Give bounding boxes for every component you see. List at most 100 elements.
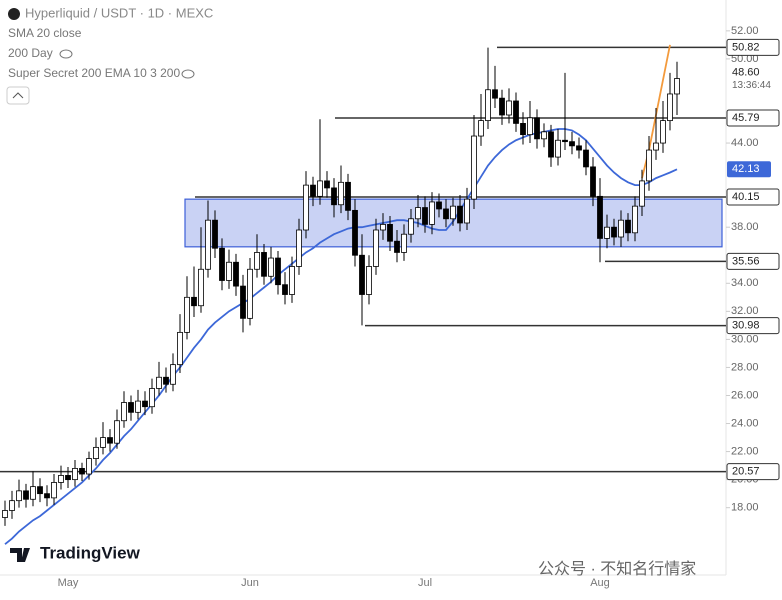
collapse-button[interactable] (6, 86, 30, 105)
x-tick-label: May (58, 577, 79, 589)
y-tick-label: 32.00 (731, 305, 759, 317)
visibility-icon[interactable] (59, 49, 73, 59)
candle-body (135, 400, 141, 413)
chart-title: Hyperliquid / USDT · 1D · MEXC (25, 5, 213, 20)
candle-body (625, 219, 631, 234)
candle-body (303, 184, 309, 231)
candle-body (457, 205, 463, 224)
candle-body (415, 207, 421, 220)
candle-body (275, 257, 281, 286)
level-badge (726, 463, 780, 481)
candle-body (219, 247, 225, 281)
candle-body (653, 142, 659, 151)
candle-body (205, 219, 211, 270)
candle-body (464, 198, 470, 224)
candle-body (548, 131, 554, 158)
candle-body (373, 229, 379, 267)
candle-body (450, 205, 456, 220)
candle-body (562, 139, 568, 143)
level-label: 20.57 (732, 466, 760, 478)
level-badge (726, 252, 780, 270)
y-tick-label: 52.00 (731, 25, 759, 37)
y-tick-label: 50.00 (731, 53, 759, 65)
candle-body (478, 120, 484, 137)
candle-body (674, 78, 680, 95)
candle-body (93, 446, 99, 459)
candle-body (310, 184, 316, 197)
candle-body (611, 226, 617, 238)
legend-entry[interactable]: 200 Day (8, 46, 53, 60)
candle-body (632, 205, 638, 234)
last-price: 48.60 (732, 66, 760, 78)
y-tick-label: 34.00 (731, 277, 759, 289)
level-label: 50.82 (732, 41, 760, 53)
level-label: 40.15 (732, 191, 760, 203)
candle-body (86, 458, 92, 475)
y-tick-label: 38.00 (731, 221, 759, 233)
candle-body (9, 500, 15, 511)
plot-area: 18.0020.0022.0024.0026.0028.0030.0032.00… (0, 25, 759, 589)
level-badge (726, 38, 780, 56)
candle-body (296, 229, 302, 267)
level-label: 45.79 (732, 112, 760, 124)
candle-body (30, 486, 36, 500)
visibility-icon[interactable] (181, 69, 195, 79)
candle-body (555, 139, 561, 158)
candle-body (485, 89, 491, 122)
candle-body (261, 252, 267, 277)
candle-body (121, 402, 127, 422)
candle-body (597, 195, 603, 239)
candle-body (128, 402, 134, 413)
candle-body (191, 296, 197, 307)
collapse-icon (12, 92, 24, 99)
brand-name: TradingView (40, 543, 141, 562)
candle-body (226, 261, 232, 281)
candle-body (184, 296, 190, 333)
candle-body (646, 149, 652, 182)
candle-body (268, 257, 274, 277)
countdown: 13:36:44 (732, 80, 771, 91)
candle-body (569, 141, 575, 147)
candle-body (282, 284, 288, 295)
y-tick-label: 24.00 (731, 417, 759, 429)
candle-body (58, 475, 64, 483)
candle-body (107, 437, 113, 444)
candle-body (366, 266, 372, 295)
y-tick-label: 18.00 (731, 502, 759, 514)
candle-body (114, 420, 120, 444)
candle-body (590, 166, 596, 197)
candle-body (639, 180, 645, 207)
candle-body (359, 254, 365, 295)
level-badge (726, 109, 780, 127)
candle-body (394, 240, 400, 253)
candle-body (51, 482, 57, 499)
y-tick-label: 26.00 (731, 389, 759, 401)
y-tick-label: 44.00 (731, 137, 759, 149)
candle-body (254, 252, 260, 270)
legend-entry[interactable]: Super Secret 200 EMA 10 3 200 (8, 66, 180, 80)
candle-body (534, 117, 540, 140)
sma-badge (727, 161, 771, 178)
x-tick-label: Aug (590, 577, 610, 589)
candle-body (233, 261, 239, 287)
candle-body (156, 376, 162, 389)
sma-last-value: 42.13 (732, 163, 760, 175)
symbol-icon (8, 8, 20, 20)
candle-body (429, 201, 435, 225)
x-tick-label: Jun (241, 577, 259, 589)
candle-body (471, 135, 477, 200)
candle-body (198, 268, 204, 307)
y-tick-label: 30.00 (731, 333, 759, 345)
candle-body (583, 149, 589, 168)
level-label: 35.56 (732, 255, 760, 267)
candle-body (212, 219, 218, 249)
candle-body (142, 400, 148, 408)
candle-body (443, 208, 449, 220)
candle-body (240, 285, 246, 319)
candle-body (177, 331, 183, 366)
legend-entry[interactable]: SMA 20 close (8, 26, 82, 40)
candle-body (618, 219, 624, 238)
candle-body (345, 181, 351, 211)
candle-body (338, 181, 344, 206)
